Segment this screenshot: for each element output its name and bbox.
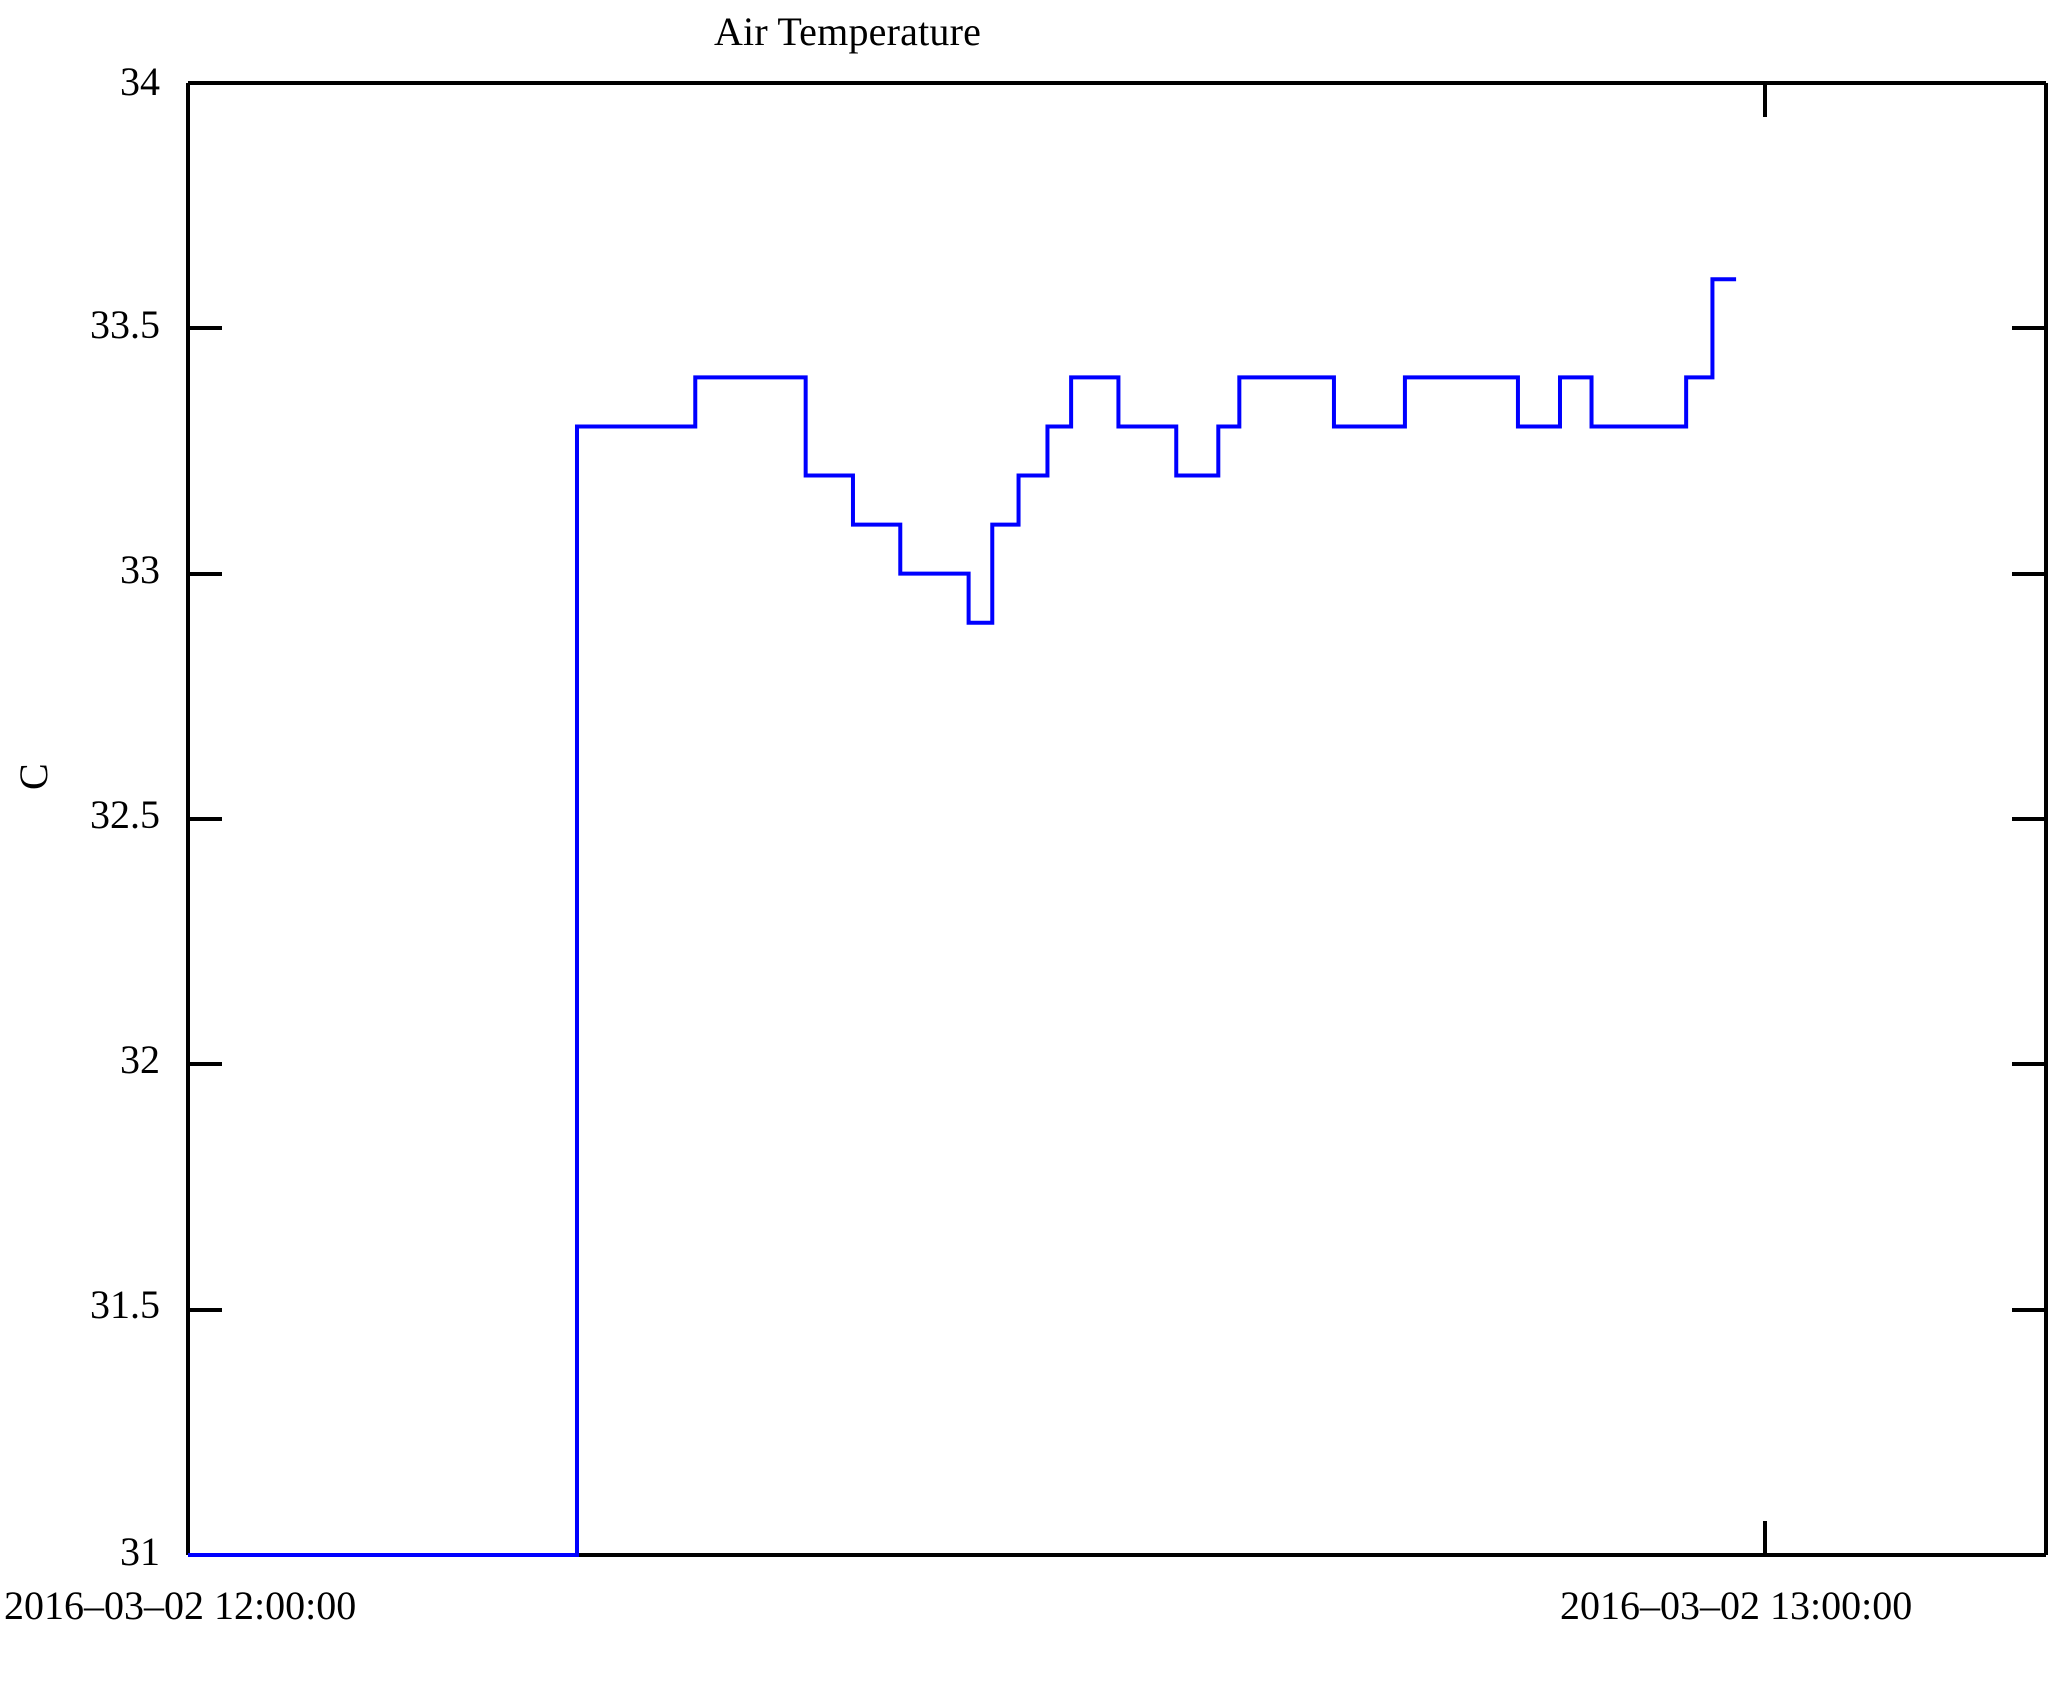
y-tick-label-32: 32 <box>120 1037 160 1082</box>
chart-title-text: Air Temperature <box>713 9 982 54</box>
y-tick-label-31-5: 31.5 <box>90 1282 160 1327</box>
x-tick-label-start: 2016‒03‒02 12:00:00 <box>4 1583 357 1628</box>
y-tick-label-33-5: 33.5 <box>90 302 160 347</box>
y-tick-label-34: 34 <box>120 59 160 104</box>
x-tick-label-end: 2016‒03‒02 13:00:00 <box>1560 1583 1913 1628</box>
y-tick-label-32-5: 32.5 <box>90 792 160 837</box>
y-tick-label-33: 33 <box>120 547 160 592</box>
y-tick-label-31: 31 <box>120 1529 160 1574</box>
chart-title: Air Temperature <box>0 8 2067 56</box>
y-axis-ticks <box>188 326 2046 1312</box>
temperature-step-line <box>188 277 1737 1557</box>
axes-frame <box>186 81 2048 1557</box>
